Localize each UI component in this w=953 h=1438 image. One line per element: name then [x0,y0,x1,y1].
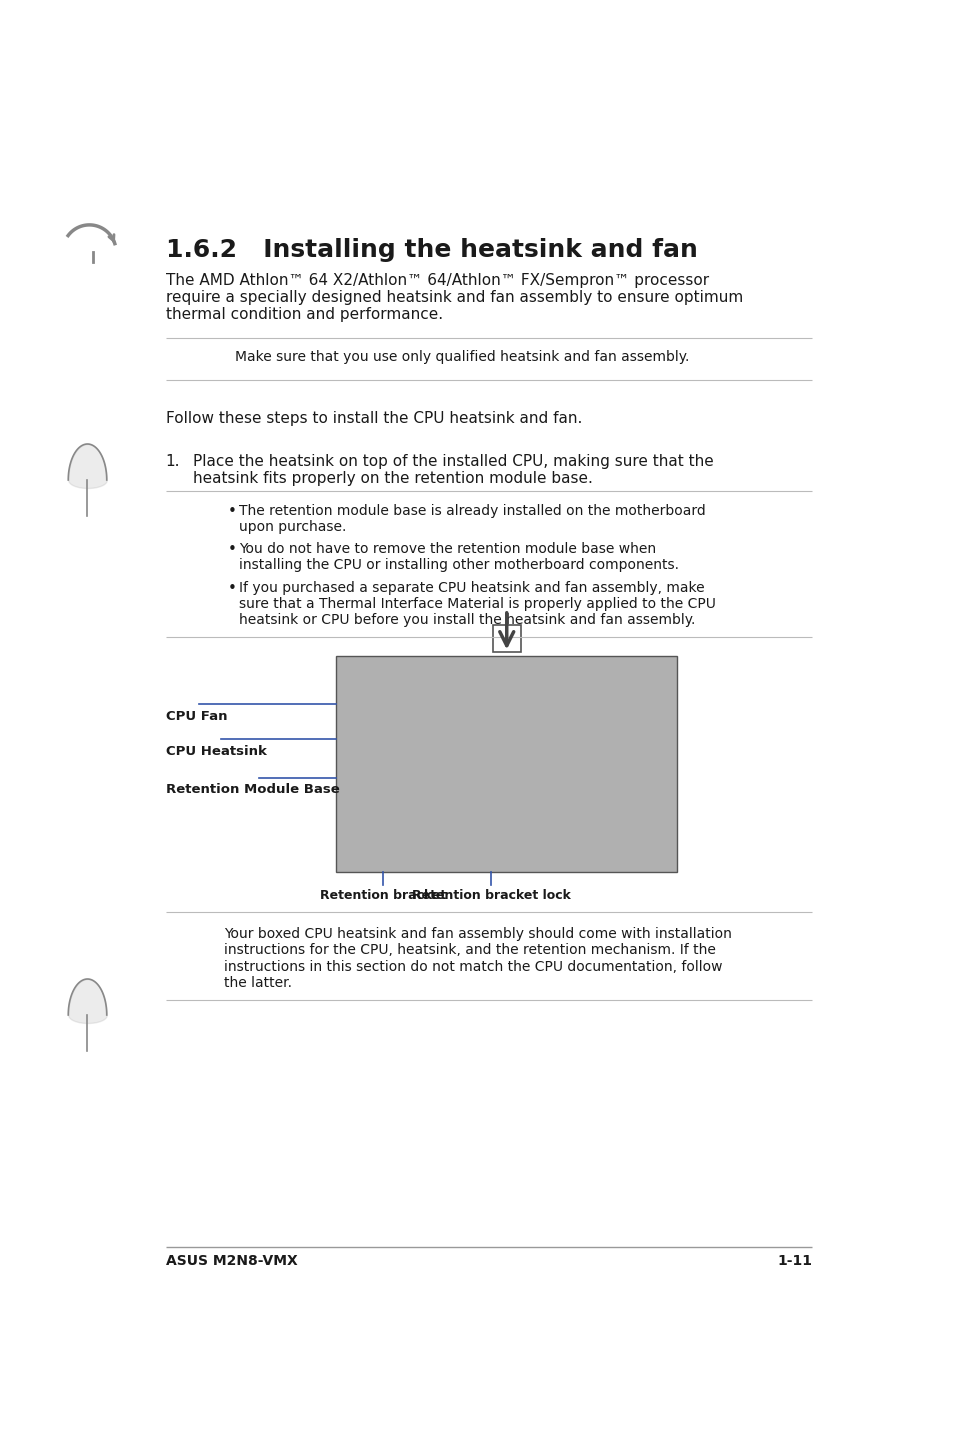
Text: 1.6.2   Installing the heatsink and fan: 1.6.2 Installing the heatsink and fan [166,239,697,262]
Text: Retention bracket: Retention bracket [319,889,445,902]
Text: Follow these steps to install the CPU heatsink and fan.: Follow these steps to install the CPU he… [166,411,581,426]
FancyBboxPatch shape [335,656,677,871]
Text: •: • [228,503,236,519]
Text: 1.: 1. [166,453,180,469]
Text: •: • [228,581,236,595]
Text: ASUS M2N8-VMX: ASUS M2N8-VMX [166,1254,297,1268]
Text: 1-11: 1-11 [777,1254,811,1268]
Text: If you purchased a separate CPU heatsink and fan assembly, make
sure that a Ther: If you purchased a separate CPU heatsink… [239,581,716,627]
FancyBboxPatch shape [493,626,520,653]
Text: Your boxed CPU heatsink and fan assembly should come with installation
instructi: Your boxed CPU heatsink and fan assembly… [224,928,731,989]
Text: The AMD Athlon™ 64 X2/Athlon™ 64/Athlon™ FX/Sempron™ processor
require a special: The AMD Athlon™ 64 X2/Athlon™ 64/Athlon™… [166,273,742,322]
Text: Make sure that you use only qualified heatsink and fan assembly.: Make sure that you use only qualified he… [235,349,689,364]
Text: CPU Fan: CPU Fan [166,710,227,723]
Text: •: • [228,542,236,557]
Text: Retention bracket lock: Retention bracket lock [412,889,570,902]
Text: Retention Module Base: Retention Module Base [166,784,339,797]
Text: CPU Heatsink: CPU Heatsink [166,745,266,758]
Text: The retention module base is already installed on the motherboard
upon purchase.: The retention module base is already ins… [239,503,705,533]
Text: You do not have to remove the retention module base when
installing the CPU or i: You do not have to remove the retention … [239,542,679,572]
Text: Place the heatsink on top of the installed CPU, making sure that the
heatsink fi: Place the heatsink on top of the install… [193,453,713,486]
